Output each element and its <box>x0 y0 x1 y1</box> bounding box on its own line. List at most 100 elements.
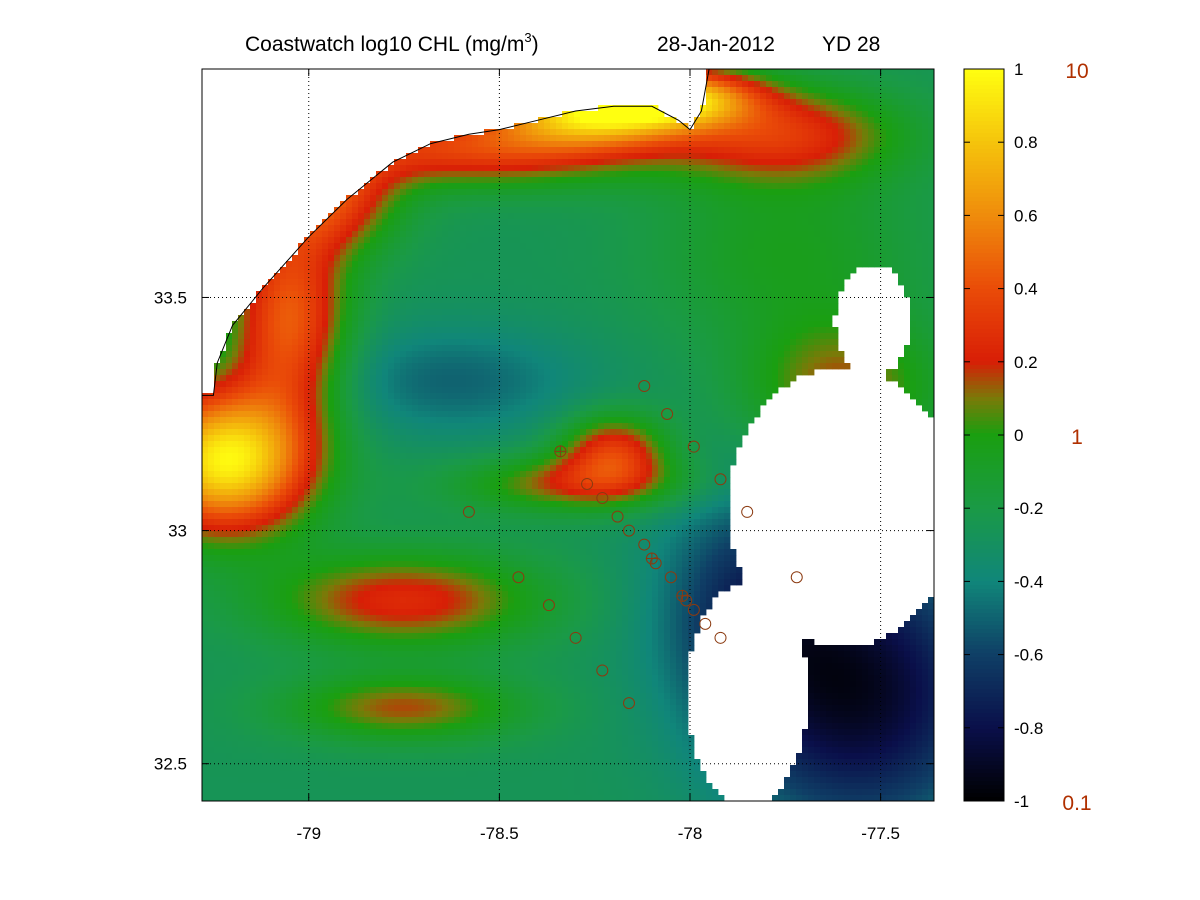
heatmap-cell <box>466 687 473 694</box>
heatmap-cell <box>328 717 335 724</box>
heatmap-cell <box>406 717 413 724</box>
heatmap-cell <box>262 705 269 712</box>
heatmap-cell <box>394 465 401 472</box>
heatmap-cell <box>292 651 299 658</box>
heatmap-cell <box>478 219 485 226</box>
heatmap-cell <box>466 771 473 778</box>
heatmap-cell <box>286 483 293 490</box>
heatmap-cell <box>358 663 365 670</box>
heatmap-cell <box>454 639 461 646</box>
heatmap-cell <box>370 423 377 430</box>
heatmap-cell <box>340 273 347 280</box>
heatmap-cell <box>220 621 227 628</box>
heatmap-cell <box>280 411 287 418</box>
heatmap-cell <box>394 501 401 508</box>
heatmap-cell <box>412 327 419 334</box>
heatmap-cell <box>274 567 281 574</box>
heatmap-cell <box>442 759 449 766</box>
heatmap-cell <box>364 795 371 801</box>
heatmap-cell <box>412 657 419 664</box>
heatmap-cell <box>232 477 239 484</box>
heatmap-cell <box>388 429 395 436</box>
heatmap-cell <box>334 303 341 310</box>
heatmap-cell <box>232 609 239 616</box>
heatmap-cell <box>388 495 395 502</box>
heatmap-cell <box>298 747 305 754</box>
heatmap-cell <box>334 573 341 580</box>
heatmap-cell <box>472 483 479 490</box>
heatmap-cell <box>256 651 263 658</box>
heatmap-cell <box>418 279 425 286</box>
heatmap-cell <box>466 231 473 238</box>
heatmap-cell <box>406 573 413 580</box>
heatmap-cell <box>388 591 395 598</box>
heatmap-cell <box>424 147 431 154</box>
heatmap-cell <box>388 303 395 310</box>
heatmap-cell <box>358 345 365 352</box>
heatmap-cell <box>232 363 239 370</box>
heatmap-cell <box>472 345 479 352</box>
heatmap-cell <box>274 555 281 562</box>
heatmap-cell <box>292 615 299 622</box>
heatmap-cell <box>496 435 503 442</box>
heatmap-cell <box>268 717 275 724</box>
heatmap-cell <box>418 651 425 658</box>
heatmap-cell <box>250 423 257 430</box>
heatmap-cell <box>358 483 365 490</box>
heatmap-cell <box>502 261 509 268</box>
heatmap-cell <box>280 603 287 610</box>
heatmap-cell <box>466 135 473 142</box>
heatmap-cell <box>388 339 395 346</box>
heatmap-cell <box>232 333 239 340</box>
heatmap-cell <box>376 183 383 190</box>
heatmap-cell <box>340 237 347 244</box>
heatmap-cell <box>256 705 263 712</box>
heatmap-cell <box>244 345 251 352</box>
heatmap-cell <box>460 525 467 532</box>
heatmap-cell <box>472 249 479 256</box>
heatmap-cell <box>472 663 479 670</box>
heatmap-cell <box>298 501 305 508</box>
heatmap-cell <box>364 195 371 202</box>
heatmap-cell <box>400 543 407 550</box>
heatmap-cell <box>448 195 455 202</box>
heatmap-cell <box>412 201 419 208</box>
heatmap-cell <box>352 273 359 280</box>
heatmap-cell <box>442 537 449 544</box>
heatmap-cell <box>358 261 365 268</box>
heatmap-cell <box>220 351 227 358</box>
heatmap-cell <box>424 615 431 622</box>
heatmap-cell <box>436 543 443 550</box>
heatmap-cell <box>370 531 377 538</box>
heatmap-cell <box>268 351 275 358</box>
heatmap-cell <box>466 225 473 232</box>
heatmap-cell <box>478 585 485 592</box>
heatmap-cell <box>484 657 491 664</box>
heatmap-cell <box>244 759 251 766</box>
heatmap-cell <box>310 525 317 532</box>
heatmap-cell <box>304 609 311 616</box>
heatmap-cell <box>364 189 371 196</box>
heatmap-cell <box>496 405 503 412</box>
heatmap-cell <box>382 483 389 490</box>
heatmap-cell <box>202 603 209 610</box>
heatmap-cell <box>250 591 257 598</box>
heatmap-cell <box>496 225 503 232</box>
heatmap-cell <box>478 591 485 598</box>
heatmap-cell <box>502 249 509 256</box>
heatmap-cell <box>484 183 491 190</box>
heatmap-cell <box>406 483 413 490</box>
heatmap-cell <box>214 693 221 700</box>
heatmap-cell <box>436 513 443 520</box>
heatmap-cell <box>208 711 215 718</box>
heatmap-cell <box>322 393 329 400</box>
heatmap-cell <box>274 741 281 748</box>
heatmap-cell <box>316 795 323 801</box>
heatmap-cell <box>370 681 377 688</box>
heatmap-cell <box>364 219 371 226</box>
heatmap-cell <box>292 501 299 508</box>
heatmap-cell <box>268 669 275 676</box>
heatmap-cell <box>460 333 467 340</box>
heatmap-cell <box>472 609 479 616</box>
heatmap-cell <box>274 735 281 742</box>
